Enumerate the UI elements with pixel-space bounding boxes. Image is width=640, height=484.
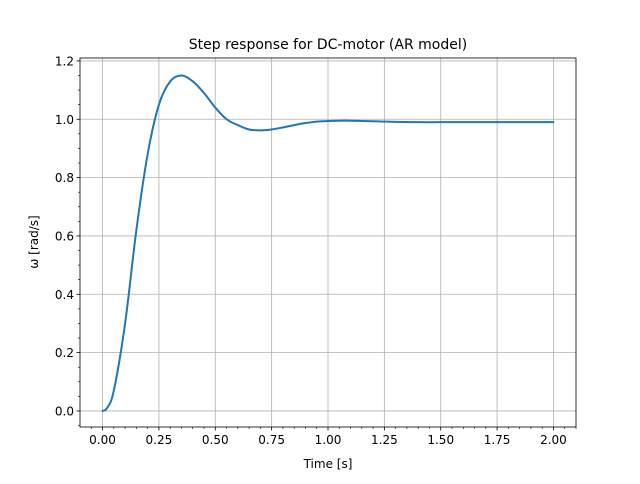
- y-tick-label: 0.6: [55, 229, 74, 243]
- y-tick-label: 1.2: [55, 54, 74, 68]
- y-tick-label: 0.0: [55, 404, 74, 418]
- x-tick-label: 1.00: [315, 433, 342, 447]
- x-tick-label: 1.50: [427, 433, 454, 447]
- x-tick-label: 0.75: [258, 433, 285, 447]
- x-tick-label: 1.25: [371, 433, 398, 447]
- y-tick-label: 0.4: [55, 288, 74, 302]
- series-group: [101, 74, 555, 412]
- x-tick-label: 0.25: [146, 433, 173, 447]
- x-tick-label: 1.75: [484, 433, 511, 447]
- x-axis-label: Time [s]: [303, 457, 353, 471]
- y-tick-label: 0.8: [55, 171, 74, 185]
- grid: [80, 58, 576, 427]
- x-tick-label: 0.50: [202, 433, 229, 447]
- y-tick-label: 0.2: [55, 346, 74, 360]
- y-axis-label: ω [rad/s]: [27, 215, 41, 268]
- x-tick-label: 0.00: [89, 433, 116, 447]
- plot-frame: [79, 57, 577, 428]
- y-tick-label: 1.0: [55, 113, 74, 127]
- series-line: [101, 74, 555, 412]
- ticks: 0.00 0.25 0.50 0.75 1.00 1.25 1.50 1.75 2.00 0.0 0…: [55, 54, 577, 447]
- x-tick-label: 2.00: [540, 433, 567, 447]
- chart-title: Step response for DC-motor (AR model): [189, 37, 467, 53]
